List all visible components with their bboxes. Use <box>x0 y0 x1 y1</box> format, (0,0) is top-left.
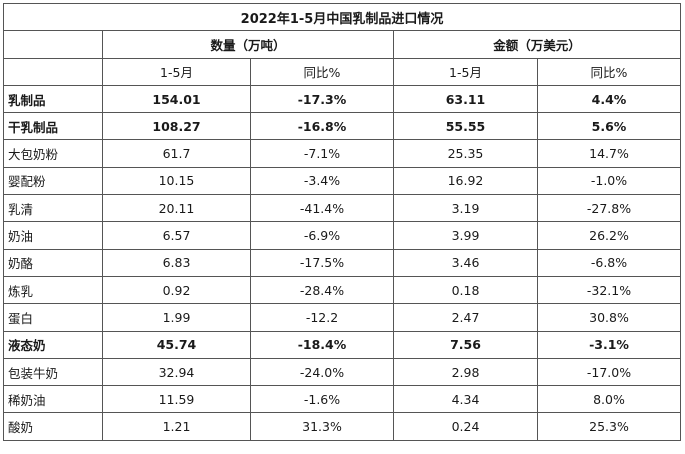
table-row: 干乳制品 108.27 -16.8% 55.55 5.6% <box>3 112 681 141</box>
table-row: 酸奶 1.21 31.3% 0.24 25.3% <box>3 412 681 441</box>
row-label: 奶油 <box>3 221 103 250</box>
table-title-row: 2022年1-5月中国乳制品进口情况 <box>3 2 681 32</box>
quantity-value: 45.74 <box>102 330 251 359</box>
amount-value: 2.98 <box>393 357 538 387</box>
table-row: 蛋白 1.99 -12.2 2.47 30.8% <box>3 303 681 332</box>
table-row: 乳制品 154.01 -17.3% 63.11 4.4% <box>3 84 681 114</box>
quantity-yoy: -1.6% <box>250 385 394 414</box>
amount-value: 0.24 <box>393 412 538 441</box>
row-label: 液态奶 <box>3 330 103 359</box>
table-row: 炼乳 0.92 -28.4% 0.18 -32.1% <box>3 275 681 305</box>
amount-value: 63.11 <box>393 84 538 114</box>
quantity-value: 6.57 <box>102 221 251 250</box>
amount-yoy: 5.6% <box>537 112 681 141</box>
quantity-yoy: -17.5% <box>250 248 394 277</box>
quantity-value: 0.92 <box>102 275 251 305</box>
amount-yoy: -1.0% <box>537 166 681 196</box>
amount-yoy: -17.0% <box>537 357 681 387</box>
quantity-value: 32.94 <box>102 357 251 387</box>
table-row: 稀奶油 11.59 -1.6% 4.34 8.0% <box>3 385 681 414</box>
table-row: 大包奶粉 61.7 -7.1% 25.35 14.7% <box>3 139 681 168</box>
row-label: 婴配粉 <box>3 166 103 196</box>
table-row: 奶油 6.57 -6.9% 3.99 26.2% <box>3 221 681 250</box>
empty-corner-cell <box>3 30 103 59</box>
amount-value: 7.56 <box>393 330 538 359</box>
quantity-value: 108.27 <box>102 112 251 141</box>
quantity-value: 1.21 <box>102 412 251 441</box>
quantity-yoy: -3.4% <box>250 166 394 196</box>
quantity-yoy: -7.1% <box>250 139 394 168</box>
amount-yoy: 4.4% <box>537 84 681 114</box>
row-label: 乳制品 <box>3 84 103 114</box>
quantity-value: 10.15 <box>102 166 251 196</box>
row-label: 蛋白 <box>3 303 103 332</box>
table-row: 乳清 20.11 -41.4% 3.19 -27.8% <box>3 194 681 223</box>
amount-period-header: 1-5月 <box>393 57 538 86</box>
row-label: 包装牛奶 <box>3 357 103 387</box>
quantity-value: 20.11 <box>102 194 251 223</box>
row-label: 干乳制品 <box>3 112 103 141</box>
quantity-value: 1.99 <box>102 303 251 332</box>
amount-value: 25.35 <box>393 139 538 168</box>
quantity-value: 11.59 <box>102 385 251 414</box>
row-label: 炼乳 <box>3 275 103 305</box>
quantity-period-header: 1-5月 <box>102 57 251 86</box>
dairy-import-table: 2022年1-5月中国乳制品进口情况 数量（万吨） 金额（万美元） 1-5月 同… <box>3 2 681 441</box>
amount-value: 0.18 <box>393 275 538 305</box>
quantity-yoy: 31.3% <box>250 412 394 441</box>
quantity-yoy: -28.4% <box>250 275 394 305</box>
table-title: 2022年1-5月中国乳制品进口情况 <box>3 2 681 32</box>
quantity-yoy: -18.4% <box>250 330 394 359</box>
amount-yoy-header: 同比% <box>537 57 681 86</box>
amount-yoy: -6.8% <box>537 248 681 277</box>
quantity-value: 154.01 <box>102 84 251 114</box>
dairy-import-table-container: 2022年1-5月中国乳制品进口情况 数量（万吨） 金额（万美元） 1-5月 同… <box>3 2 681 441</box>
amount-yoy: 25.3% <box>537 412 681 441</box>
amount-value: 16.92 <box>393 166 538 196</box>
amount-value: 3.99 <box>393 221 538 250</box>
amount-yoy: 26.2% <box>537 221 681 250</box>
table-row: 婴配粉 10.15 -3.4% 16.92 -1.0% <box>3 166 681 196</box>
amount-group-header: 金额（万美元） <box>393 30 681 59</box>
amount-yoy: 30.8% <box>537 303 681 332</box>
amount-yoy: -32.1% <box>537 275 681 305</box>
row-label: 奶酪 <box>3 248 103 277</box>
amount-value: 55.55 <box>393 112 538 141</box>
sub-header-row: 1-5月 同比% 1-5月 同比% <box>3 57 681 86</box>
quantity-yoy: -17.3% <box>250 84 394 114</box>
quantity-group-header: 数量（万吨） <box>102 30 394 59</box>
amount-value: 3.19 <box>393 194 538 223</box>
row-label: 稀奶油 <box>3 385 103 414</box>
table-row: 包装牛奶 32.94 -24.0% 2.98 -17.0% <box>3 357 681 387</box>
quantity-value: 6.83 <box>102 248 251 277</box>
amount-value: 4.34 <box>393 385 538 414</box>
row-label: 乳清 <box>3 194 103 223</box>
quantity-yoy: -24.0% <box>250 357 394 387</box>
quantity-value: 61.7 <box>102 139 251 168</box>
table-row: 液态奶 45.74 -18.4% 7.56 -3.1% <box>3 330 681 359</box>
group-header-row: 数量（万吨） 金额（万美元） <box>3 30 681 59</box>
amount-value: 3.46 <box>393 248 538 277</box>
empty-label-cell <box>3 57 103 86</box>
quantity-yoy: -6.9% <box>250 221 394 250</box>
quantity-yoy: -16.8% <box>250 112 394 141</box>
amount-yoy: -3.1% <box>537 330 681 359</box>
amount-yoy: -27.8% <box>537 194 681 223</box>
quantity-yoy-header: 同比% <box>250 57 394 86</box>
row-label: 大包奶粉 <box>3 139 103 168</box>
amount-value: 2.47 <box>393 303 538 332</box>
amount-yoy: 8.0% <box>537 385 681 414</box>
table-row: 奶酪 6.83 -17.5% 3.46 -6.8% <box>3 248 681 277</box>
amount-yoy: 14.7% <box>537 139 681 168</box>
quantity-yoy: -41.4% <box>250 194 394 223</box>
quantity-yoy: -12.2 <box>250 303 394 332</box>
row-label: 酸奶 <box>3 412 103 441</box>
